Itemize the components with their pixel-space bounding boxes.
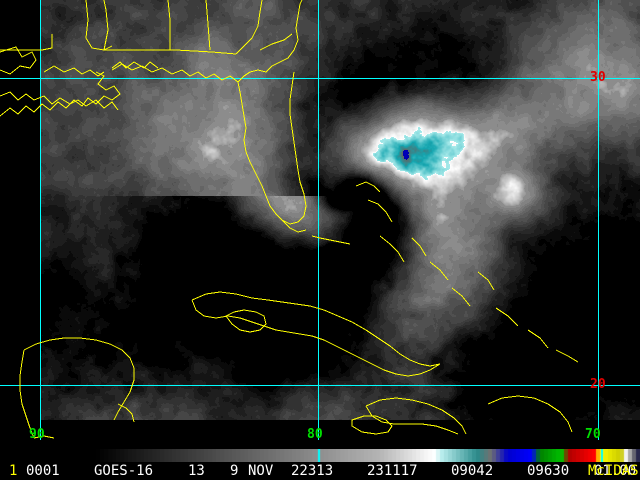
coastline-louisiana-delta — [111, 61, 159, 69]
coastline-turks-caicos — [555, 349, 579, 363]
satellite-image-canvas[interactable] — [0, 0, 640, 440]
status-day-of-month: 9 — [230, 463, 239, 479]
coastline-keys-chain — [311, 235, 351, 245]
longitude-label-70: 70 — [585, 427, 601, 442]
longitude-label-90: 90 — [29, 427, 45, 442]
status-resolution: 01.00 — [594, 463, 637, 479]
coastline-jamaica — [351, 415, 393, 435]
latitude-label-30: 30 — [590, 70, 606, 85]
coastline-mayaguana — [527, 329, 549, 349]
coastline-abaco — [367, 199, 393, 223]
coastline-campeche — [33, 435, 55, 439]
coastline-hispaniola-north — [365, 397, 467, 435]
coastline-grand-bahama — [355, 181, 381, 193]
color-enhancement-ramp[interactable] — [96, 449, 640, 462]
state-border-ms-al — [167, 0, 171, 50]
state-border-al-ga — [205, 0, 211, 51]
status-satellite: GOES-16 — [94, 463, 154, 479]
status-month: NOV — [248, 463, 274, 479]
coastline-florida-east — [237, 0, 303, 83]
state-border-tx-la — [85, 0, 113, 51]
coastline-florida-peninsula — [237, 71, 307, 225]
coastline-andros — [379, 235, 405, 263]
status-line-offset: 09042 — [451, 463, 494, 479]
status-image-time: 231117 — [367, 463, 418, 479]
state-border-ar-la-ms-al — [104, 49, 237, 55]
coastline-cozumel — [117, 403, 135, 423]
coastline-florida-keys — [281, 219, 307, 233]
coastline-louisiana-bays — [43, 65, 105, 77]
coastline-puerto-rico-north — [487, 395, 573, 433]
coastline-long-island — [451, 287, 471, 307]
coastline-texas-mexico — [0, 71, 121, 117]
coastline-acklins — [495, 307, 519, 327]
status-julian-date: 22313 — [291, 463, 334, 479]
coastline-yucatan-east — [23, 337, 135, 421]
status-software-brand: McIDAS — [588, 463, 639, 479]
state-border-ga-sc — [235, 0, 263, 55]
status-band: 13 — [188, 463, 205, 479]
state-border-ar-ms — [103, 0, 109, 51]
coastline-hispaniola-south — [365, 405, 459, 435]
coastline-cat-island — [429, 261, 449, 281]
latitude-label-20: 20 — [590, 377, 606, 392]
coastline-texas-lower — [0, 91, 119, 111]
coastline-eleuthera — [411, 237, 427, 257]
color-enhancement-bar[interactable] — [0, 449, 640, 462]
status-element-offset: 09630 — [527, 463, 570, 479]
coastline-san-salvador — [477, 271, 495, 291]
status-image-id: 0001 — [26, 463, 60, 479]
coastline-cuba-north — [191, 291, 441, 367]
state-border-ga-fl-east — [259, 33, 293, 51]
status-frame-number: 1 — [9, 463, 18, 479]
image-status-line: 1 0001 GOES-16 13 9 NOV 22313 231117 09042 09630 0… — [0, 462, 640, 480]
coastline-yucatan-west — [19, 349, 35, 439]
coastline-texas-upper — [0, 46, 37, 75]
longitude-label-80: 80 — [307, 427, 323, 442]
coastline-cuba-south — [191, 299, 441, 377]
satellite-image-view[interactable]: 30 20 90 80 70 — [0, 0, 640, 442]
state-border-ok — [0, 34, 53, 51]
coastline-isla-juventud — [225, 309, 267, 333]
map-overlay — [0, 0, 640, 440]
coastline-gulf-north — [111, 63, 239, 83]
